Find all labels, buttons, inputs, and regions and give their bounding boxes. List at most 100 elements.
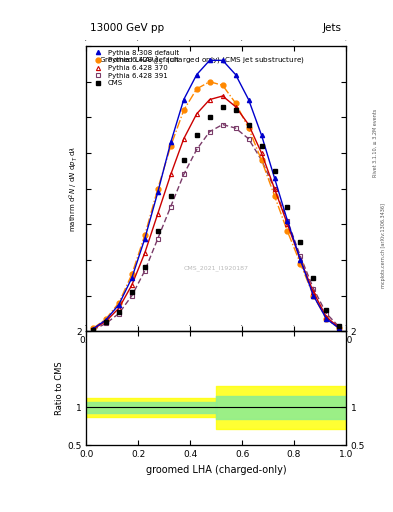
Pythia 8.308 default — [208, 57, 212, 63]
Pythia 6.428 370 — [259, 150, 264, 156]
Pythia 6.428 391 — [220, 121, 225, 127]
Pythia 6.428 default — [298, 261, 303, 267]
Pythia 8.308 default — [259, 132, 264, 138]
Line: Pythia 6.428 default: Pythia 6.428 default — [90, 79, 342, 331]
Text: mcplots.cern.ch [arXiv:1306.3436]: mcplots.cern.ch [arXiv:1306.3436] — [381, 203, 386, 288]
Pythia 6.428 370 — [311, 289, 316, 295]
Pythia 6.428 370 — [298, 257, 303, 263]
Pythia 6.428 370 — [156, 210, 160, 217]
Pythia 6.428 391 — [104, 321, 108, 327]
Pythia 6.428 391 — [272, 186, 277, 192]
Pythia 6.428 391 — [208, 129, 212, 135]
Pythia 6.428 default — [272, 193, 277, 199]
Pythia 6.428 370 — [246, 121, 251, 127]
Pythia 8.308 default — [337, 326, 342, 332]
Pythia 6.428 370 — [104, 318, 108, 325]
X-axis label: groomed LHA (charged-only): groomed LHA (charged-only) — [146, 465, 286, 475]
Pythia 8.308 default — [298, 257, 303, 263]
Pythia 6.428 370 — [90, 326, 95, 332]
Pythia 6.428 370 — [142, 250, 147, 256]
Pythia 6.428 default — [156, 186, 160, 192]
Pythia 6.428 391 — [195, 146, 199, 153]
CMS — [259, 143, 264, 149]
Line: Pythia 6.428 370: Pythia 6.428 370 — [91, 94, 342, 331]
Pythia 6.428 default — [208, 79, 212, 85]
Pythia 8.308 default — [90, 326, 95, 332]
Pythia 8.308 default — [116, 302, 121, 308]
Pythia 8.308 default — [324, 316, 329, 322]
Pythia 6.428 default — [337, 326, 342, 332]
Text: Rivet 3.1.10, ≥ 3.2M events: Rivet 3.1.10, ≥ 3.2M events — [373, 109, 378, 178]
Pythia 6.428 391 — [259, 157, 264, 163]
Pythia 6.428 391 — [246, 136, 251, 142]
Legend: Pythia 8.308 default, Pythia 6.428 default, Pythia 6.428 370, Pythia 6.428 391, : Pythia 8.308 default, Pythia 6.428 defau… — [88, 48, 180, 88]
Pythia 6.428 default — [259, 157, 264, 163]
Y-axis label: $\mathrm{mathrm\ d}^2N\ /\ \mathrm{d}N\ \mathrm{d}p_T\ \mathrm{d}\lambda$: $\mathrm{mathrm\ d}^2N\ /\ \mathrm{d}N\ … — [68, 145, 80, 232]
Pythia 6.428 370 — [116, 305, 121, 311]
Pythia 6.428 391 — [90, 327, 95, 333]
Y-axis label: Ratio to CMS: Ratio to CMS — [55, 361, 64, 415]
Pythia 6.428 391 — [337, 324, 342, 330]
Pythia 8.308 default — [156, 189, 160, 196]
Pythia 6.428 default — [182, 107, 186, 113]
Pythia 6.428 370 — [129, 282, 134, 288]
Pythia 6.428 370 — [195, 111, 199, 117]
CMS — [220, 103, 225, 110]
Pythia 8.308 default — [285, 218, 290, 224]
Pythia 6.428 391 — [298, 253, 303, 260]
Pythia 6.428 391 — [182, 172, 186, 178]
Text: Jets: Jets — [323, 23, 342, 33]
Pythia 6.428 391 — [324, 310, 329, 316]
Pythia 8.308 default — [142, 236, 147, 242]
Pythia 8.308 default — [195, 72, 199, 78]
CMS — [246, 121, 251, 127]
Pythia 8.308 default — [129, 275, 134, 281]
Pythia 6.428 370 — [182, 136, 186, 142]
Pythia 6.428 370 — [233, 103, 238, 110]
Pythia 6.428 default — [285, 228, 290, 234]
Pythia 6.428 391 — [156, 236, 160, 242]
CMS — [116, 309, 121, 315]
Pythia 6.428 391 — [129, 293, 134, 299]
Pythia 6.428 default — [129, 271, 134, 278]
Pythia 8.308 default — [220, 57, 225, 63]
CMS — [324, 307, 329, 313]
Line: CMS: CMS — [91, 104, 342, 332]
CMS — [285, 203, 290, 209]
Pythia 8.308 default — [233, 72, 238, 78]
Pythia 6.428 391 — [142, 268, 147, 274]
Pythia 6.428 391 — [116, 310, 121, 316]
Pythia 6.428 default — [324, 316, 329, 322]
CMS — [104, 319, 108, 326]
Pythia 8.308 default — [182, 96, 186, 102]
Pythia 8.308 default — [311, 293, 316, 299]
Pythia 8.308 default — [169, 139, 173, 145]
CMS — [129, 289, 134, 295]
Pythia 6.428 370 — [220, 93, 225, 99]
Text: Groomed LHA$\lambda_{0.5}^{1}$  (charged only) (CMS jet substructure): Groomed LHA$\lambda_{0.5}^{1}$ (charged … — [99, 55, 305, 68]
Pythia 6.428 370 — [272, 186, 277, 192]
CMS — [195, 132, 199, 138]
Pythia 6.428 default — [169, 143, 173, 149]
Pythia 6.428 default — [90, 326, 95, 332]
CMS — [208, 114, 212, 120]
Pythia 6.428 default — [104, 316, 108, 322]
Pythia 6.428 default — [142, 232, 147, 238]
Pythia 6.428 default — [311, 293, 316, 299]
Pythia 6.428 391 — [311, 286, 316, 292]
Pythia 6.428 default — [195, 86, 199, 92]
CMS — [311, 275, 316, 281]
Pythia 6.428 default — [246, 125, 251, 131]
CMS — [90, 327, 95, 333]
CMS — [182, 157, 186, 163]
Pythia 6.428 default — [116, 300, 121, 306]
Pythia 6.428 391 — [285, 218, 290, 224]
CMS — [142, 264, 147, 270]
Pythia 6.428 370 — [208, 96, 212, 102]
CMS — [272, 168, 277, 174]
Pythia 6.428 391 — [233, 125, 238, 131]
Pythia 6.428 default — [220, 82, 225, 89]
Pythia 6.428 default — [233, 100, 238, 106]
Text: CMS_2021_I1920187: CMS_2021_I1920187 — [184, 266, 249, 271]
Pythia 6.428 370 — [169, 172, 173, 178]
